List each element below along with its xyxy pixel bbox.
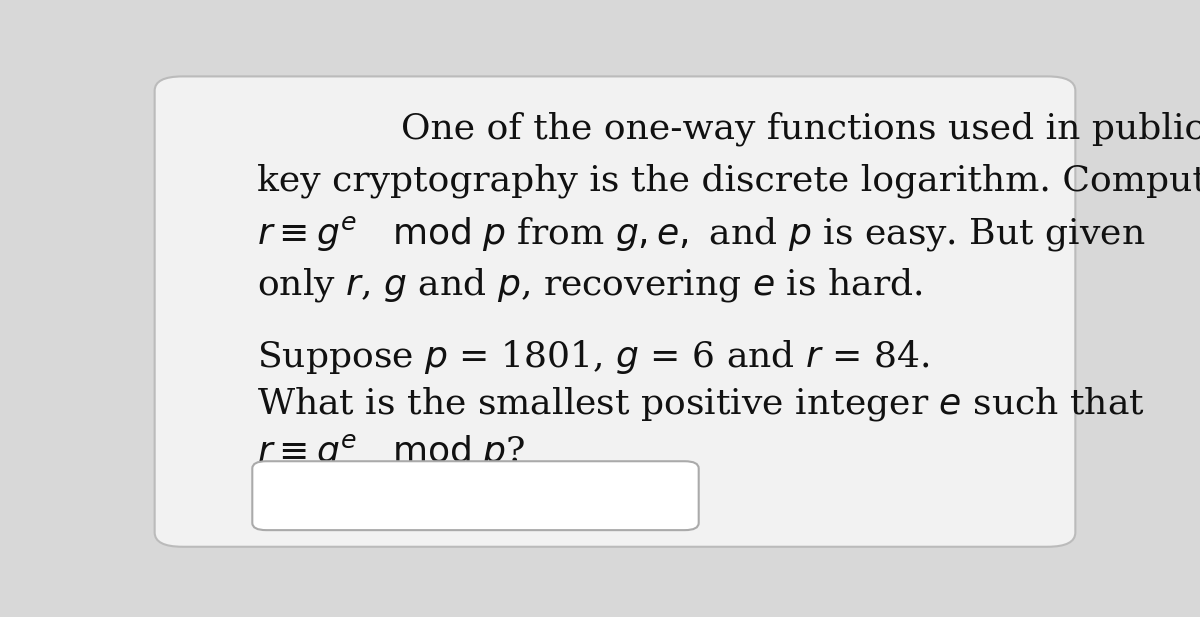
FancyBboxPatch shape: [252, 462, 698, 530]
Text: One of the one-way functions used in public: One of the one-way functions used in pub…: [401, 112, 1200, 146]
Text: $r \equiv g^e\quad \mathrm{mod}\; p$?: $r \equiv g^e\quad \mathrm{mod}\; p$?: [257, 433, 526, 471]
Text: only $r$, $g$ and $p$, recovering $e$ is hard.: only $r$, $g$ and $p$, recovering $e$ is…: [257, 267, 923, 304]
Text: What is the smallest positive integer $e$ such that: What is the smallest positive integer $e…: [257, 385, 1145, 423]
Text: key cryptography is the discrete logarithm. Computing: key cryptography is the discrete logarit…: [257, 164, 1200, 198]
Text: $r \equiv g^e\quad \mathrm{mod}\; p$ from $g, e,$ and $p$ is easy. But given: $r \equiv g^e\quad \mathrm{mod}\; p$ fro…: [257, 213, 1146, 253]
Text: Suppose $p$ = 1801, $g$ = 6 and $r$ = 84.: Suppose $p$ = 1801, $g$ = 6 and $r$ = 84…: [257, 337, 930, 376]
FancyBboxPatch shape: [155, 77, 1075, 547]
